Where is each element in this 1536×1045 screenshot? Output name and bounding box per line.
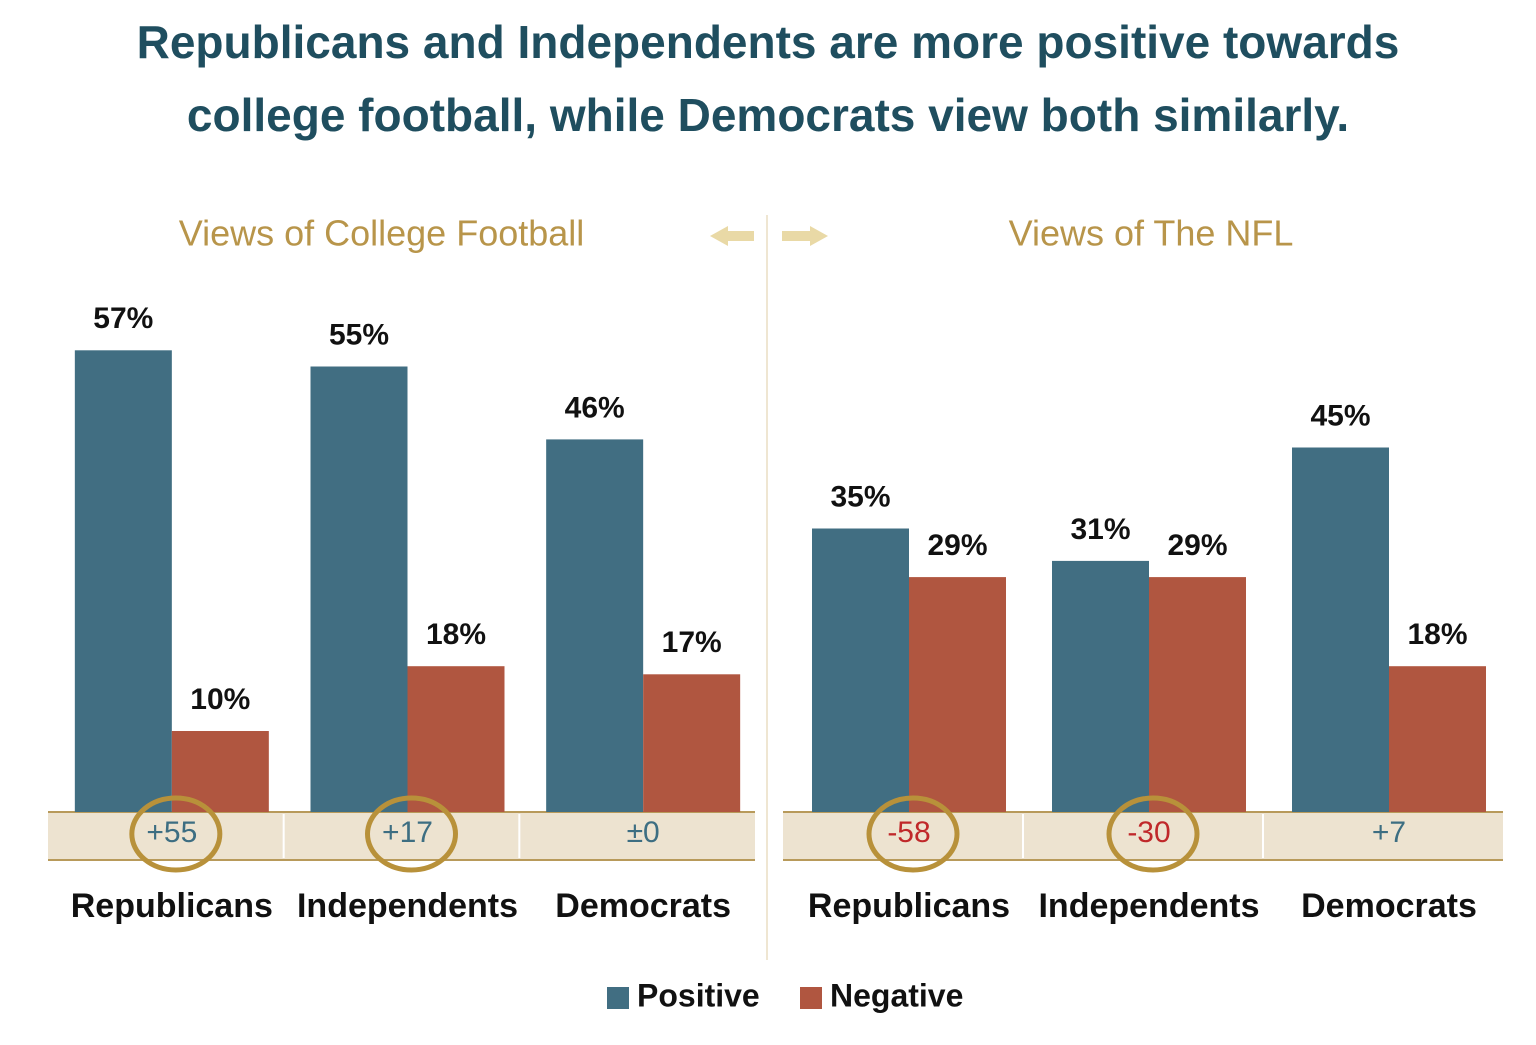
bar: [407, 666, 505, 812]
bar: [310, 366, 408, 812]
x-tick-label: Republicans: [808, 887, 1010, 925]
bar: [909, 577, 1006, 812]
panel-title: Views of College Football: [179, 213, 585, 254]
chart-title: Republicans and Independents are more po…: [137, 16, 1400, 68]
value-label: 17%: [662, 626, 722, 659]
value-label: 31%: [1070, 513, 1130, 546]
net-circle: [1106, 795, 1200, 873]
legend-label: Negative: [830, 977, 963, 1013]
bar: [643, 674, 741, 812]
net-label: -58: [887, 816, 930, 849]
x-tick-label: Republicans: [71, 887, 273, 925]
x-tick-label: Independents: [1038, 887, 1259, 925]
legend: Positive Negative: [607, 977, 963, 1013]
net-label: +17: [382, 816, 433, 849]
value-label: 45%: [1310, 399, 1370, 432]
arrow-left: [710, 226, 754, 246]
legend-swatch: [800, 987, 822, 1009]
value-label: 46%: [565, 391, 625, 424]
bar: [1149, 577, 1246, 812]
bar: [546, 439, 644, 812]
value-label: 35%: [830, 480, 890, 513]
net-label: ±0: [627, 816, 660, 849]
net-circle: [866, 795, 960, 873]
bar: [1389, 666, 1486, 812]
net-circle: [129, 795, 223, 873]
net-label: -30: [1127, 816, 1170, 849]
arrow-right: [782, 226, 828, 246]
x-tick-label: Democrats: [555, 887, 731, 925]
value-label: 29%: [927, 529, 987, 562]
net-strip: [783, 812, 1503, 860]
net-circle: [365, 795, 458, 873]
value-label: 18%: [1407, 618, 1467, 651]
x-tick-label: Democrats: [1301, 887, 1477, 925]
net-label: +55: [146, 816, 197, 849]
legend-label: Positive: [637, 977, 760, 1013]
legend-swatch: [607, 987, 629, 1009]
value-label: 29%: [1167, 529, 1227, 562]
panel-title: Views of The NFL: [1009, 213, 1294, 254]
bar: [1052, 560, 1149, 812]
x-tick-label: Independents: [297, 887, 518, 925]
value-label: 57%: [93, 302, 153, 335]
value-label: 55%: [329, 318, 389, 351]
value-label: 18%: [426, 618, 486, 651]
bar: [812, 528, 909, 812]
value-label: 10%: [190, 683, 250, 716]
bar: [74, 350, 172, 812]
net-label: +7: [1372, 816, 1406, 849]
chart-title: college football, while Democrats view b…: [187, 89, 1349, 141]
net-strip: [48, 812, 755, 860]
bar: [1292, 447, 1389, 812]
